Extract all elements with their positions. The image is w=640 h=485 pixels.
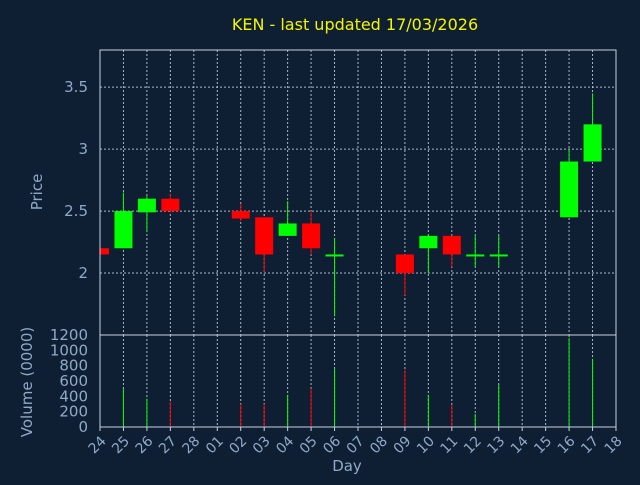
price-y-tick-label: 2 [78, 264, 88, 282]
chart-title: KEN - last updated 17/03/2026 [232, 15, 478, 34]
candle-body [302, 223, 321, 249]
candle-body [114, 211, 133, 249]
volume-y-tick-label: 600 [59, 372, 88, 390]
volume-y-tick-label: 800 [59, 357, 88, 375]
price-y-tick-label: 3.5 [64, 78, 88, 96]
candle-body [255, 217, 274, 255]
candle-body [583, 124, 602, 162]
candle-body [137, 198, 156, 213]
price-axis-label: Price [28, 174, 46, 211]
volume-y-tick-label: 1000 [50, 341, 88, 359]
volume-y-tick-label: 200 [59, 403, 88, 421]
candle-body [442, 235, 461, 255]
candle-body [278, 223, 297, 236]
volume-y-tick-label: 1200 [50, 326, 88, 344]
candle-body [395, 254, 414, 274]
candle-body [560, 161, 579, 218]
candle-body [161, 198, 180, 212]
candle-body [100, 248, 109, 255]
volume-y-tick-label: 0 [78, 418, 88, 436]
candle-body [489, 254, 508, 257]
candle-body [466, 254, 485, 257]
volume-y-tick-label: 400 [59, 387, 88, 405]
day-axis-label: Day [332, 457, 362, 475]
price-panel: 2 2.5 3 3.5 [64, 49, 617, 336]
price-y-tick-label: 2.5 [64, 202, 88, 220]
candle-body [325, 254, 344, 257]
candle-body [231, 211, 250, 219]
volume-axis-label: Volume (0000) [18, 327, 36, 437]
price-y-tick-label: 3 [78, 140, 88, 158]
candle-body [419, 235, 438, 249]
